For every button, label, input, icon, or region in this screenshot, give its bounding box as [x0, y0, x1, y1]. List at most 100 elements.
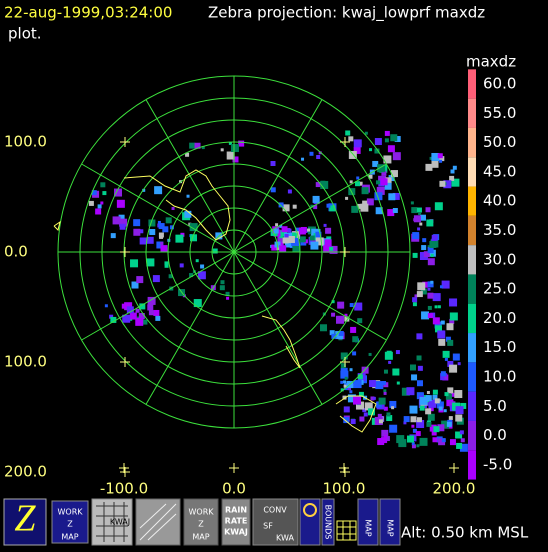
colorbar-label: 25.0 [483, 280, 516, 298]
echo [112, 216, 121, 225]
echo [119, 223, 126, 230]
echo [329, 205, 336, 212]
colorbar-label: -5.0 [483, 455, 512, 473]
workmap-button[interactable] [51, 500, 89, 544]
echo [362, 200, 368, 206]
echo [359, 416, 365, 422]
echo [135, 308, 140, 313]
echo [383, 406, 388, 411]
echo [160, 245, 168, 253]
coastline [335, 395, 377, 433]
echo [392, 152, 401, 161]
status-altitude: Alt: 0.50 km MSL [401, 524, 529, 542]
echo [279, 224, 283, 228]
echo [329, 245, 338, 254]
echo [432, 437, 438, 443]
echo [432, 293, 441, 302]
echo [344, 316, 350, 322]
echo [413, 218, 417, 222]
colorbar-swatch [468, 186, 476, 216]
echo [416, 355, 422, 361]
echo [351, 205, 359, 213]
echo [287, 236, 295, 244]
echo [200, 264, 205, 269]
echo [434, 202, 443, 211]
echo [282, 237, 289, 244]
echo [357, 318, 363, 324]
echo [230, 144, 239, 153]
echo [445, 393, 452, 400]
echo [331, 300, 335, 304]
echo [376, 180, 381, 185]
echo [434, 321, 442, 329]
echo [131, 281, 139, 289]
echo [416, 417, 422, 423]
echo [354, 302, 363, 311]
echo [438, 338, 446, 346]
y-tick-mark [340, 247, 350, 257]
button-label: WORK [57, 508, 83, 517]
colorbar-swatch [468, 450, 476, 480]
echo [434, 305, 438, 309]
echo [350, 419, 356, 425]
flower-button[interactable] [299, 498, 321, 546]
echo [437, 305, 441, 309]
map2-button[interactable] [379, 498, 401, 546]
echo [422, 281, 429, 288]
echo [449, 298, 458, 307]
workmap2-button[interactable] [183, 498, 219, 546]
echo [350, 326, 357, 333]
rainrate-button[interactable] [221, 498, 251, 546]
echo [440, 373, 448, 381]
echo [226, 296, 230, 300]
echo [410, 416, 417, 423]
bounds-button[interactable] [321, 498, 335, 546]
echo [348, 136, 354, 142]
echo [345, 196, 349, 200]
echo [412, 428, 417, 433]
button-label: KWA [276, 534, 294, 543]
grid-button[interactable] [336, 520, 357, 541]
echo [315, 231, 322, 238]
echo [454, 390, 463, 399]
echo [220, 148, 224, 152]
echo [388, 175, 395, 182]
echo [378, 419, 383, 424]
echo [361, 366, 369, 374]
x-tick-label: 0.0 [222, 480, 246, 498]
echo [164, 263, 169, 268]
echo [318, 151, 322, 155]
echo [440, 371, 446, 377]
colorbar: 60.0 55.0 50.0 45.0 40.0 35.0 30.0 25.0 20.0 15.0… [468, 69, 516, 480]
echo [457, 362, 461, 366]
zebra-button[interactable] [3, 498, 47, 546]
conv-button[interactable] [252, 498, 299, 546]
echo [403, 421, 407, 425]
button-label: BOUNDS [324, 505, 333, 540]
echo [278, 202, 284, 208]
map-button[interactable] [357, 498, 379, 546]
echo [352, 336, 359, 343]
echo [343, 406, 350, 413]
echo [340, 370, 349, 379]
echo [449, 312, 458, 321]
echo [377, 413, 382, 418]
echo [455, 414, 463, 422]
echo [377, 438, 385, 446]
radar-echoes [88, 130, 468, 452]
echo [417, 227, 421, 231]
echo [331, 333, 337, 339]
x-tick-mark [449, 463, 459, 473]
echo [438, 406, 443, 411]
echo [225, 291, 230, 296]
echo [356, 203, 362, 209]
echo [427, 281, 434, 288]
echo [273, 228, 279, 234]
echo [427, 258, 435, 266]
echo [419, 396, 428, 405]
echo [311, 228, 319, 236]
echo [325, 227, 332, 234]
kwaj-button[interactable] [91, 498, 133, 546]
echo [417, 282, 426, 291]
echo [303, 239, 308, 244]
